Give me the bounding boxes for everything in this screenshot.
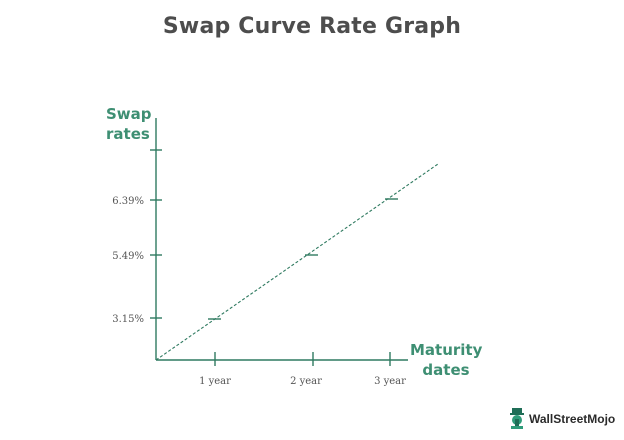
swap-curve-line [155, 163, 439, 361]
chart-title: Swap Curve Rate Graph [162, 14, 462, 39]
x-axis-label-line-2: dates [422, 361, 470, 379]
x-tick-label-3: 3 year [374, 376, 406, 387]
wallstreetmojo-logo: WallStreetMojo [508, 408, 615, 430]
x-axis-label-line-1: Maturity [410, 341, 483, 359]
y-axis-label-line-2: rates [106, 125, 150, 143]
y-axis-label-line-1: Swap [106, 105, 152, 123]
logo-text: WallStreetMojo [529, 412, 616, 426]
x-axis-label: Maturity dates [410, 340, 482, 380]
y-axis-label: Swap rates [106, 104, 152, 144]
y-tick-label-3: 6.39% [112, 196, 144, 207]
y-tick-label-1: 3.15% [112, 314, 144, 325]
wallstreetmojo-mascot-icon [510, 408, 524, 429]
x-tick-label-2: 2 year [290, 376, 322, 387]
x-tick-label-1: 1 year [199, 376, 231, 387]
y-tick-label-2: 5.49% [112, 251, 144, 262]
